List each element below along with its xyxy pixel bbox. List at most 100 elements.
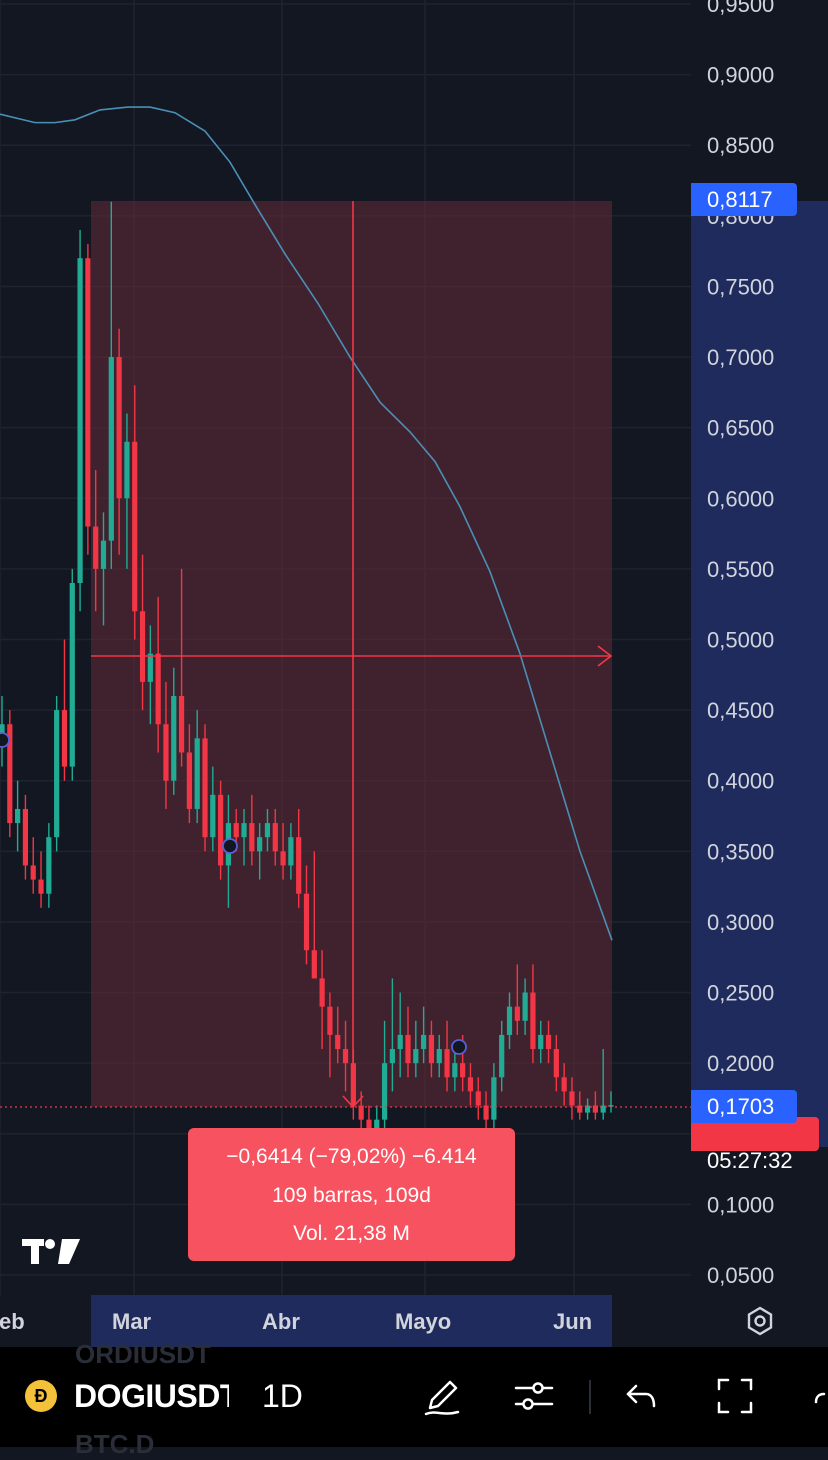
interval-selector[interactable]: 1D	[262, 1378, 303, 1414]
y-tick-label: 0,9000	[707, 63, 774, 88]
candle-body	[218, 794, 224, 866]
candle-body	[452, 1063, 458, 1078]
candle-body	[467, 1077, 474, 1092]
time-axis: eb Mar Abr Mayo Jun	[0, 1309, 592, 1334]
candle-body	[108, 357, 114, 541]
candle-body	[460, 1063, 466, 1078]
y-tick-label: 0,8500	[707, 133, 774, 158]
candle-body	[483, 1105, 489, 1120]
candle-body	[163, 724, 169, 781]
chart-canvas[interactable]: 0,95000,90000,85000,80000,75000,70000,65…	[0, 0, 828, 1347]
candle-body	[600, 1105, 606, 1113]
candle-body	[22, 808, 29, 866]
candle-body	[444, 1049, 450, 1078]
drawing-tools-icon[interactable]	[420, 1374, 464, 1418]
candle-body	[381, 1063, 388, 1120]
candle-body	[553, 1049, 559, 1078]
candle-body	[475, 1091, 481, 1106]
candle-body	[374, 1119, 380, 1134]
price-axis: 0,95000,90000,85000,80000,75000,70000,65…	[707, 0, 774, 1288]
countdown-label: 05:27:32	[707, 1148, 793, 1173]
candle-body	[499, 1034, 505, 1078]
event-marker	[222, 838, 238, 854]
chart-settings-icon[interactable]	[744, 1305, 776, 1337]
candle-body	[61, 710, 68, 767]
candle-body	[155, 653, 161, 725]
candle-body	[257, 837, 263, 852]
candle-body	[272, 823, 278, 852]
candle-body	[147, 653, 153, 682]
candle-body	[46, 837, 52, 894]
y-tick-label: 0,2000	[707, 1051, 774, 1076]
x-tick-label: Mayo	[395, 1309, 451, 1334]
candle-body	[77, 258, 83, 584]
candle-body	[296, 837, 302, 894]
candle-body	[436, 1049, 442, 1064]
candle-body	[139, 611, 146, 682]
event-marker	[0, 732, 10, 748]
candle-body	[342, 1049, 349, 1064]
candle-body	[514, 1006, 520, 1021]
candle-body	[202, 738, 208, 838]
candle-body	[421, 1034, 427, 1050]
marker-price-label: 0,8117	[707, 187, 773, 212]
candle-body	[397, 1034, 403, 1050]
candle-body	[389, 1049, 395, 1064]
candle-body	[54, 710, 60, 838]
y-tick-label: 0,6500	[707, 416, 774, 441]
candle-body	[319, 978, 325, 1007]
measure-volume: Vol. 21,38 M	[293, 1222, 410, 1245]
price-axis-highlight	[691, 201, 828, 1147]
candle-body	[311, 950, 317, 979]
x-tick-label: Abr	[262, 1309, 300, 1334]
x-tick-label: Mar	[112, 1309, 152, 1334]
candle-body	[335, 1034, 341, 1050]
measure-price-change: −0,6414 (−79,02%) −6.414	[226, 1145, 477, 1168]
current-price-tag: 0,1703	[691, 1090, 797, 1123]
measure-arrow-head-right	[597, 645, 613, 667]
candle-body	[288, 837, 294, 866]
candle-body	[327, 1006, 333, 1035]
candle-body	[584, 1105, 591, 1113]
symbol-selector[interactable]: DOGIUSDT	[74, 1378, 229, 1414]
marker-price-tag: 0,8117	[691, 183, 797, 216]
candle-body	[0, 724, 5, 739]
candle-body	[241, 823, 247, 838]
event-marker	[451, 1039, 467, 1055]
candle-body	[303, 893, 310, 951]
y-tick-label: 0,1000	[707, 1192, 774, 1217]
candle-body	[210, 794, 216, 838]
indicators-icon[interactable]	[512, 1374, 556, 1418]
candle-body	[171, 695, 177, 781]
measure-arrow-head-down	[342, 1095, 364, 1109]
candle-body	[194, 738, 200, 809]
y-tick-label: 0,7000	[707, 345, 774, 370]
candle-body	[608, 1105, 614, 1107]
undo-icon[interactable]	[620, 1374, 664, 1418]
price-chart[interactable]: 0,9500 0,9000 0,8500 0,8000 0,7500 0,7000 0,65…	[0, 0, 828, 1347]
ghost-symbol-below: BTC.D	[75, 1429, 155, 1459]
candle-body	[569, 1091, 575, 1106]
candle-body	[366, 1119, 372, 1134]
candle-body	[577, 1105, 583, 1113]
more-tools-icon[interactable]	[808, 1374, 828, 1418]
candle-body	[506, 1006, 513, 1035]
candle-body	[7, 724, 13, 824]
ghost-symbol-above: ORDIUSDT	[75, 1339, 211, 1369]
tradingview-logo	[22, 1239, 80, 1264]
symbol-coin-icon[interactable]: Ð	[25, 1380, 57, 1412]
candle-body	[38, 879, 44, 894]
candle-body	[116, 357, 122, 499]
candle-body	[132, 441, 138, 612]
candle-body	[545, 1034, 552, 1050]
candle-body	[428, 1034, 435, 1064]
candle-body	[538, 1034, 544, 1050]
candle-body	[592, 1105, 598, 1113]
candle-body	[264, 823, 271, 838]
candle-body	[413, 1049, 419, 1064]
fullscreen-icon[interactable]	[713, 1374, 757, 1418]
candle-body	[405, 1034, 411, 1064]
x-tick-label: eb	[0, 1309, 25, 1334]
candle-body	[85, 258, 91, 527]
current-price-label: 0,1703	[707, 1094, 775, 1119]
